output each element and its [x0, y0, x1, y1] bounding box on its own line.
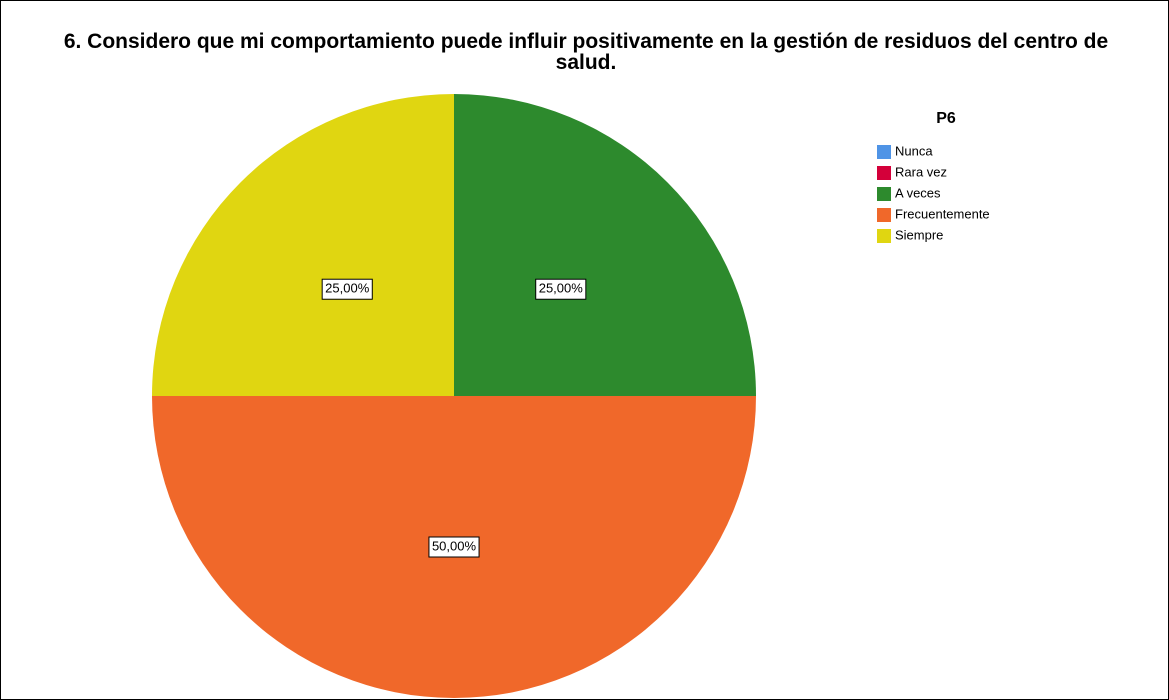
legend-swatch [877, 166, 891, 180]
legend-swatch [877, 208, 891, 222]
legend-label: Nunca [895, 143, 933, 158]
chart-title: 6. Considero que mi comportamiento puede… [63, 30, 1109, 74]
data-label-box [428, 536, 480, 558]
legend-label: Siempre [895, 227, 943, 242]
data-label: 50,00% [432, 538, 477, 553]
data-label-box [321, 278, 373, 300]
pie-slice [454, 94, 756, 396]
legend-label: Frecuentemente [895, 206, 990, 221]
data-label: 25,00% [539, 281, 584, 296]
legend-label: A veces [895, 185, 941, 200]
legend-title: P6 [936, 110, 956, 127]
legend-swatch [877, 187, 891, 201]
legend-swatch [877, 145, 891, 159]
legend-label: Rara vez [895, 164, 947, 179]
data-label: 25,00% [325, 281, 370, 296]
data-label-box [535, 278, 587, 300]
legend-swatch [877, 229, 891, 243]
pie-slice [152, 94, 454, 396]
